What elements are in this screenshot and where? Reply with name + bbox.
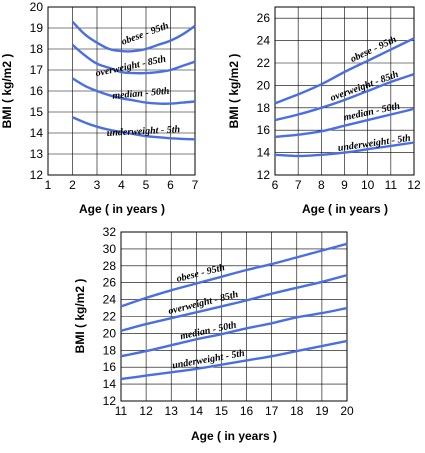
chart-3-plot-frame <box>120 231 348 402</box>
chart-3-overweight-85th-label: overweight - 85th <box>167 289 240 317</box>
chart-3-y-tick-label: 24 <box>103 293 117 307</box>
chart-1-underweight-5th-curve <box>72 116 196 141</box>
chart-3-x-tick-label: 16 <box>240 404 254 418</box>
chart-3-x-tick-label: 14 <box>190 404 204 418</box>
chart-3-y-tick-label: 32 <box>103 225 117 239</box>
chart-2: 6 7 8 9 10 11 12 12 14 16 18 20 22 24 26 Age ( in years… <box>227 6 421 216</box>
chart-2-x-tick-label: 12 <box>407 178 421 192</box>
chart-1-y-axis-label: BMI ( kg/m2 ) <box>0 54 14 129</box>
chart-1-median-50th-curve <box>71 77 196 105</box>
chart-1-median-50th-label: median - 50th <box>112 86 170 102</box>
chart-3-y-tick-label: 14 <box>103 377 117 391</box>
chart-2-x-tick-label: 10 <box>361 178 375 192</box>
chart-2-plot-frame <box>274 6 415 176</box>
chart-2-y-tick-label: 26 <box>257 11 271 25</box>
chart-2-underweight-5th-curve <box>274 141 415 158</box>
chart-2-x-tick-label: 9 <box>341 178 348 192</box>
chart-1-y-tick-label: 19 <box>30 21 44 35</box>
chart-3-y-tick-label: 12 <box>103 394 117 408</box>
chart-2-y-tick-label: 20 <box>257 78 271 92</box>
chart-3-y-tick-label: 26 <box>103 276 117 290</box>
chart-2-y-tick-label: 18 <box>257 101 271 115</box>
chart-2-y-tick-label: 12 <box>257 168 271 182</box>
chart-2-y-axis-label: BMI ( kg/m2 ) <box>227 54 241 129</box>
chart-3-y-tick-label: 18 <box>103 343 117 357</box>
chart-3-x-tick-label: 13 <box>165 404 179 418</box>
chart-1-x-axis-label: Age ( in years ) <box>79 202 165 216</box>
chart-1-overweight-85th-label: overweight - 85th <box>95 54 168 80</box>
chart-3-x-axis-label: Age ( in years ) <box>191 429 277 443</box>
chart-1-obese-95th-curve <box>71 20 196 53</box>
chart-2-x-tick-label: 7 <box>295 178 302 192</box>
chart-3: 11 12 13 14 15 16 17 18 19 2012141618202224262830… <box>73 225 354 443</box>
chart-3-x-tick-label: 17 <box>265 404 279 418</box>
chart-1-plot-frame <box>47 6 196 176</box>
chart-3-median-50th-label: median - 50th <box>179 320 238 343</box>
chart-1-y-tick-label: 18 <box>30 42 44 56</box>
chart-1-x-tick-label: 4 <box>118 178 125 192</box>
chart-1-y-tick-label: 16 <box>30 84 44 98</box>
chart-2-x-tick-label: 11 <box>385 178 398 192</box>
chart-3-x-tick-label: 11 <box>115 404 128 418</box>
chart-1-x-tick-label: 5 <box>143 178 150 192</box>
chart-1-x-tick-label: 2 <box>69 178 76 192</box>
chart-1-overweight-85th-curve <box>71 43 196 75</box>
chart-2-y-tick-label: 22 <box>257 56 271 70</box>
chart-1-y-tick-label: 15 <box>30 105 44 119</box>
chart-3-x-tick-label: 20 <box>340 404 354 418</box>
chart-3-x-tick-label: 18 <box>290 404 304 418</box>
chart-3-overweight-85th-curve <box>120 273 348 333</box>
chart-2-x-tick-label: 8 <box>318 178 325 192</box>
chart-1-x-tick-label: 3 <box>94 178 101 192</box>
chart-3-y-tick-label: 30 <box>103 242 117 256</box>
chart-3-y-axis-label: BMI ( kg/m2 ) <box>73 279 87 354</box>
chart-2-y-tick-label: 16 <box>257 123 271 137</box>
chart-3-median-50th-curve <box>120 306 348 358</box>
chart-2-underweight-5th-label: underweight - 5th <box>337 133 412 154</box>
chart-3-y-tick-label: 16 <box>103 360 117 374</box>
chart-1-y-tick-label: 13 <box>30 147 44 161</box>
chart-2-median-50th-curve <box>274 107 415 139</box>
chart-3-y-tick-label: 28 <box>103 259 117 273</box>
chart-1-y-tick-label: 14 <box>30 126 44 140</box>
chart-2-obese-95th-curve <box>274 37 415 105</box>
chart-1-x-tick-label: 7 <box>192 178 199 192</box>
chart-2-x-tick-label: 6 <box>272 178 279 192</box>
chart-2-overweight-85th-curve <box>274 73 415 122</box>
chart-2-y-tick-label: 24 <box>257 34 271 48</box>
chart-1-x-tick-label: 6 <box>167 178 174 192</box>
chart-2-x-axis-label: Age ( in years ) <box>302 202 388 216</box>
chart-1-y-tick-label: 20 <box>30 0 44 14</box>
chart-3-obese-95th-curve <box>120 242 348 308</box>
chart-3-x-tick-label: 15 <box>215 404 229 418</box>
chart-1-y-tick-label: 17 <box>30 63 44 77</box>
chart-1-x-tick-label: 1 <box>45 178 52 192</box>
chart-3-y-tick-label: 20 <box>103 326 117 340</box>
chart-3-y-tick-label: 22 <box>103 310 117 324</box>
chart-3-x-tick-label: 12 <box>139 404 153 418</box>
chart-3-x-tick-label: 19 <box>315 404 329 418</box>
chart-1-y-tick-label: 12 <box>30 168 44 182</box>
chart-2-y-tick-label: 14 <box>257 146 271 160</box>
chart-1-underweight-5th-label: underweight - 5th <box>107 124 181 139</box>
chart-3-underweight-5th-curve <box>120 339 348 381</box>
